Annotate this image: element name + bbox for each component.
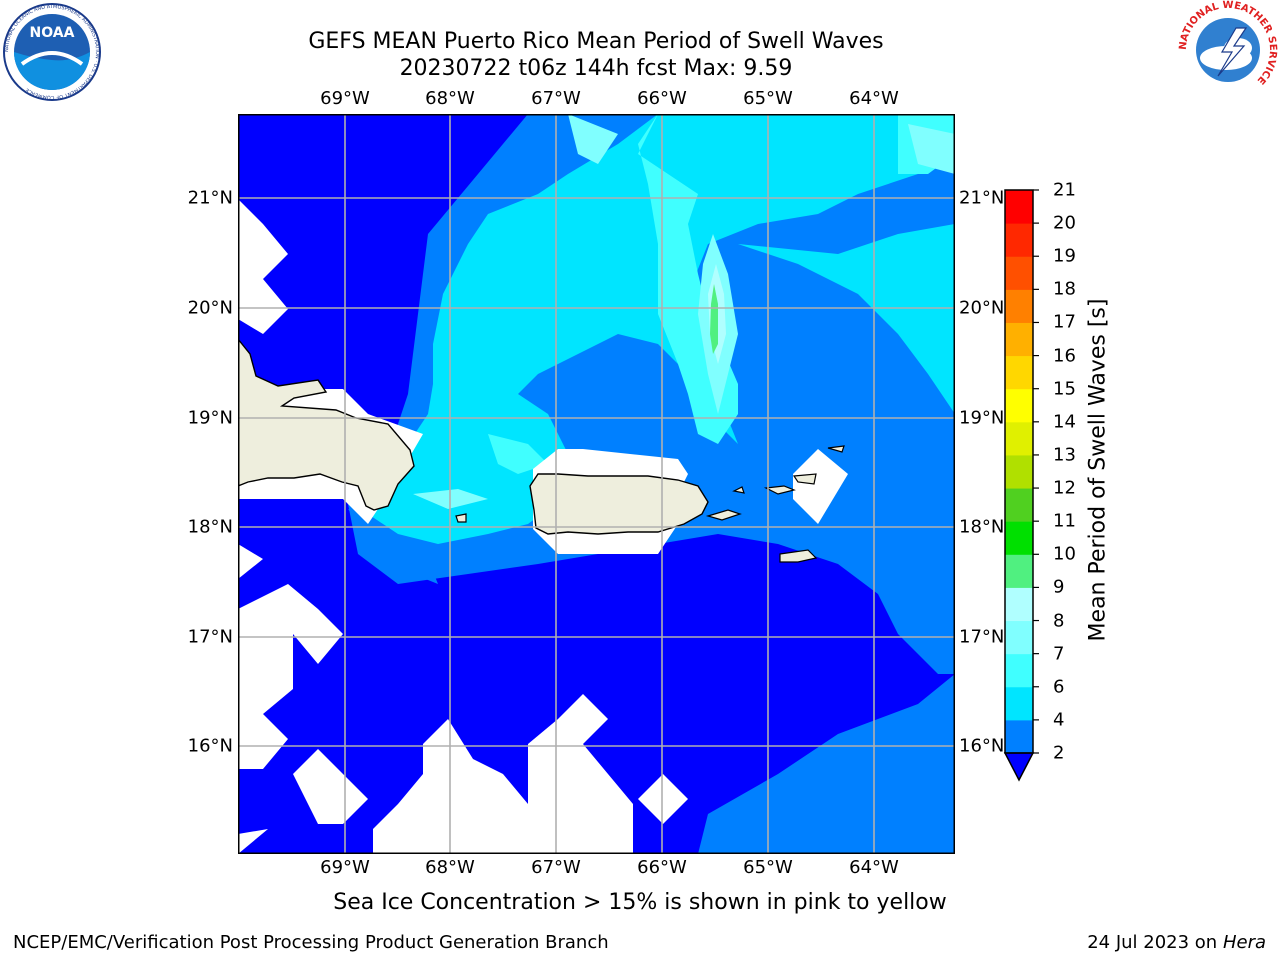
contour-band-6-7 [488,434,548,474]
contour-band-4-6 [368,114,954,544]
colorbar-tick-label: 4 [1053,709,1065,731]
map-subtitle: 20230722 t06z 144h fcst Max: 9.59 [399,56,793,81]
colorbar-band [1005,223,1033,257]
colorbar-band [1005,388,1033,423]
colorbar-tick-label: 13 [1053,444,1076,466]
colorbar-tick-label: 7 [1053,643,1065,665]
lon-label-bottom: 66°W [637,857,687,878]
lon-label-bottom: 67°W [531,857,581,878]
footer-date: 24 Jul 2023 on Hera [1087,932,1266,953]
no-data-region [293,749,368,824]
lat-label-left: 17°N [187,626,233,648]
colorbar-tick-label: 9 [1053,576,1065,598]
colorbar-label: Mean Period of Swell Waves [s] [1085,298,1111,642]
colorbar [1003,189,1039,782]
colorbar-tick-label: 15 [1053,378,1076,400]
land-virgin-islands [763,485,796,495]
no-data-region [238,199,288,334]
lat-label-left: 19°N [187,407,233,429]
land-vieques [705,509,742,521]
lat-label-right: 20°N [959,297,1005,319]
colorbar-band [1005,587,1033,622]
colorbar-band [1005,686,1033,721]
lat-label-right: 17°N [959,626,1005,648]
lon-label-bottom: 69°W [320,857,370,878]
colorbar-band [1005,454,1033,489]
colorbar-band [1005,653,1033,688]
no-data-region [238,829,268,853]
contour-band-4-6 [738,224,954,413]
land-islet [455,513,467,523]
land-st-croix [779,549,818,563]
colorbar-frame [1004,189,1034,754]
lon-label-bottom: 64°W [849,857,899,878]
nws-logo: NATIONAL WEATHER SERVICE [1178,0,1278,100]
colorbar-tick-label: 6 [1053,676,1065,698]
colorbar-tick-label: 18 [1053,278,1076,300]
land-islet [827,445,845,453]
contour-band-7-8 [908,124,954,174]
colorbar-band [1005,521,1033,555]
land-puerto-rico [529,473,709,535]
colorbar-band [1005,190,1033,224]
land-virgin-islands [792,473,817,485]
lon-label-top: 66°W [637,88,687,109]
colorbar-tick-label: 20 [1053,212,1076,234]
colorbar-band [1005,620,1033,655]
colorbar-band [1005,719,1033,754]
lon-label-top: 69°W [320,88,370,109]
colorbar-tick-label: 2 [1053,742,1065,764]
colorbar-tick-label: 11 [1053,510,1076,532]
lat-label-right: 19°N [959,407,1005,429]
noaa-logo: NOAA NATIONAL OCEANIC AND ATMOSPHERIC AD… [2,2,102,102]
colorbar-band [1005,355,1033,390]
colorbar-band [1005,488,1033,522]
no-data-region [638,774,688,824]
colorbar-band [1005,322,1033,357]
colorbar-tick-label: 17 [1053,311,1076,333]
lat-label-right: 18°N [959,516,1005,538]
colorbar-under-arrow [1003,752,1035,782]
graticule [238,114,954,853]
land-hispaniola [238,337,415,511]
no-data-region [238,544,263,579]
lat-label-right: 21°N [959,187,1005,209]
colorbar-tick-label: 21 [1053,179,1076,201]
lat-label-left: 16°N [187,735,233,757]
swell-period-map [238,114,955,854]
colorbar-band [1005,256,1033,290]
lat-label-left: 18°N [187,516,233,538]
colorbar-tick-label: 14 [1053,411,1076,433]
lon-label-top: 68°W [425,88,475,109]
land-islet [732,486,745,494]
colorbar-tick-label: 10 [1053,543,1076,565]
svg-text:NOAA: NOAA [30,25,75,41]
lat-label-left: 21°N [187,187,233,209]
colorbar-tick-label: 12 [1053,477,1076,499]
colorbar-band [1005,289,1033,323]
lon-label-top: 65°W [743,88,793,109]
colorbar-tick-label: 19 [1053,245,1076,267]
footer-credit: NCEP/EMC/Verification Post Processing Pr… [13,932,609,953]
no-data-region [238,584,343,769]
lon-label-bottom: 68°W [425,857,475,878]
colorbar-tick-label: 16 [1053,345,1076,367]
colorbar-tick-label: 8 [1053,610,1065,632]
contour-band-2-4 [698,674,954,853]
no-data-region [528,694,633,853]
lon-label-top: 64°W [849,88,899,109]
map-title: GEFS MEAN Puerto Rico Mean Period of Swe… [308,29,884,54]
lon-label-top: 67°W [531,88,581,109]
lat-label-left: 20°N [187,297,233,319]
no-data-region [793,449,848,524]
lon-label-bottom: 65°W [743,857,793,878]
contour-band-9-10 [710,284,718,354]
colorbar-band [1005,421,1033,456]
colorbar-band [1005,554,1033,588]
lat-label-right: 16°N [959,735,1005,757]
sea-ice-note: Sea Ice Concentration > 15% is shown in … [333,890,947,915]
contour-band-7-8 [568,114,618,164]
